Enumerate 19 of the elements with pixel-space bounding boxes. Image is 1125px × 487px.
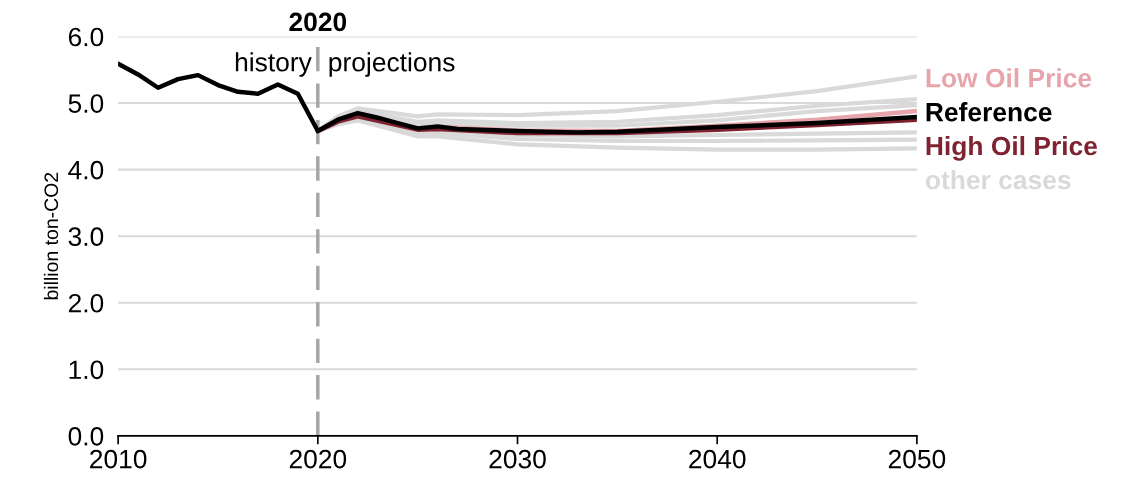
x-tick-label: 2040	[689, 449, 746, 469]
x-tick-label: 2030	[489, 449, 546, 469]
x-tick-label: 2010	[90, 449, 147, 469]
x-tick-label: 2020	[289, 449, 347, 469]
series-label: High Oil Price	[926, 135, 1097, 161]
y-tick-label: 3.0	[68, 227, 104, 247]
ref-line-label: 2020	[289, 12, 347, 32]
series-label: Reference	[926, 102, 1052, 122]
y-tick-label: 2.0	[68, 293, 104, 313]
y-tick-label: 1.0	[69, 360, 104, 380]
annotation: history	[235, 52, 312, 77]
annotation: projections	[329, 52, 455, 77]
y-tick-label: 5.0	[68, 94, 104, 113]
x-tick-label: 2050	[888, 449, 946, 469]
series-label: Low Oil Price	[926, 68, 1092, 88]
y-axis-title: billion ton-CO2	[43, 172, 59, 300]
y-tick-label: 0.0	[68, 427, 104, 446]
y-tick-label: 6.0	[68, 27, 104, 47]
y-tick-label: 4.0	[68, 160, 104, 180]
